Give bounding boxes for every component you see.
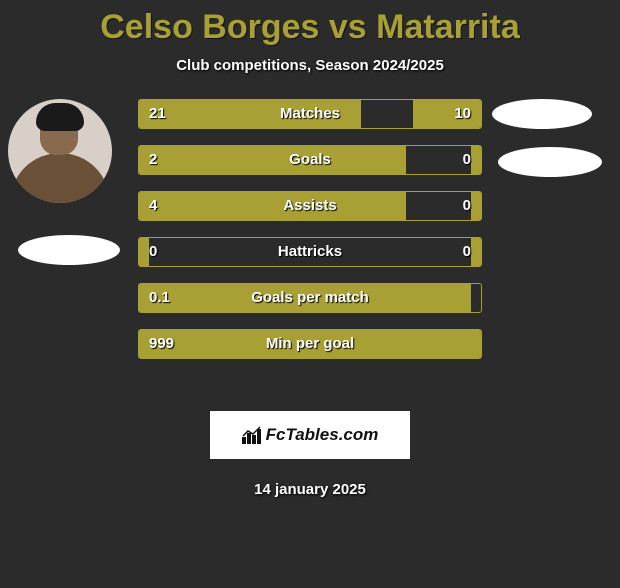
brand-badge: FcTables.com — [210, 411, 410, 459]
stat-row: 0.1Goals per match — [138, 283, 482, 313]
player-right-flag — [498, 147, 602, 177]
stat-metric-label: Goals per match — [139, 284, 481, 312]
stat-row: 999Min per goal — [138, 329, 482, 359]
stat-row: 40Assists — [138, 191, 482, 221]
player-left-avatar — [8, 99, 112, 203]
stat-row: 00Hattricks — [138, 237, 482, 267]
stat-row: 2110Matches — [138, 99, 482, 129]
player-left-flag — [18, 235, 120, 265]
stat-row: 20Goals — [138, 145, 482, 175]
brand-text: FcTables.com — [266, 425, 379, 445]
stat-metric-label: Goals — [139, 146, 481, 174]
stat-metric-label: Hattricks — [139, 238, 481, 266]
player-right-avatar-placeholder — [492, 99, 592, 129]
snapshot-date: 14 january 2025 — [0, 481, 620, 498]
stat-metric-label: Matches — [139, 100, 481, 128]
brand-chart-icon — [242, 426, 262, 444]
comparison-subtitle: Club competitions, Season 2024/2025 — [0, 57, 620, 74]
comparison-chart: 2110Matches 20Goals 40Assists 00Hattricks 0.… — [0, 99, 620, 409]
stat-metric-label: Assists — [139, 192, 481, 220]
comparison-title: Celso Borges vs Matarrita — [0, 8, 620, 47]
stat-metric-label: Min per goal — [139, 330, 481, 358]
